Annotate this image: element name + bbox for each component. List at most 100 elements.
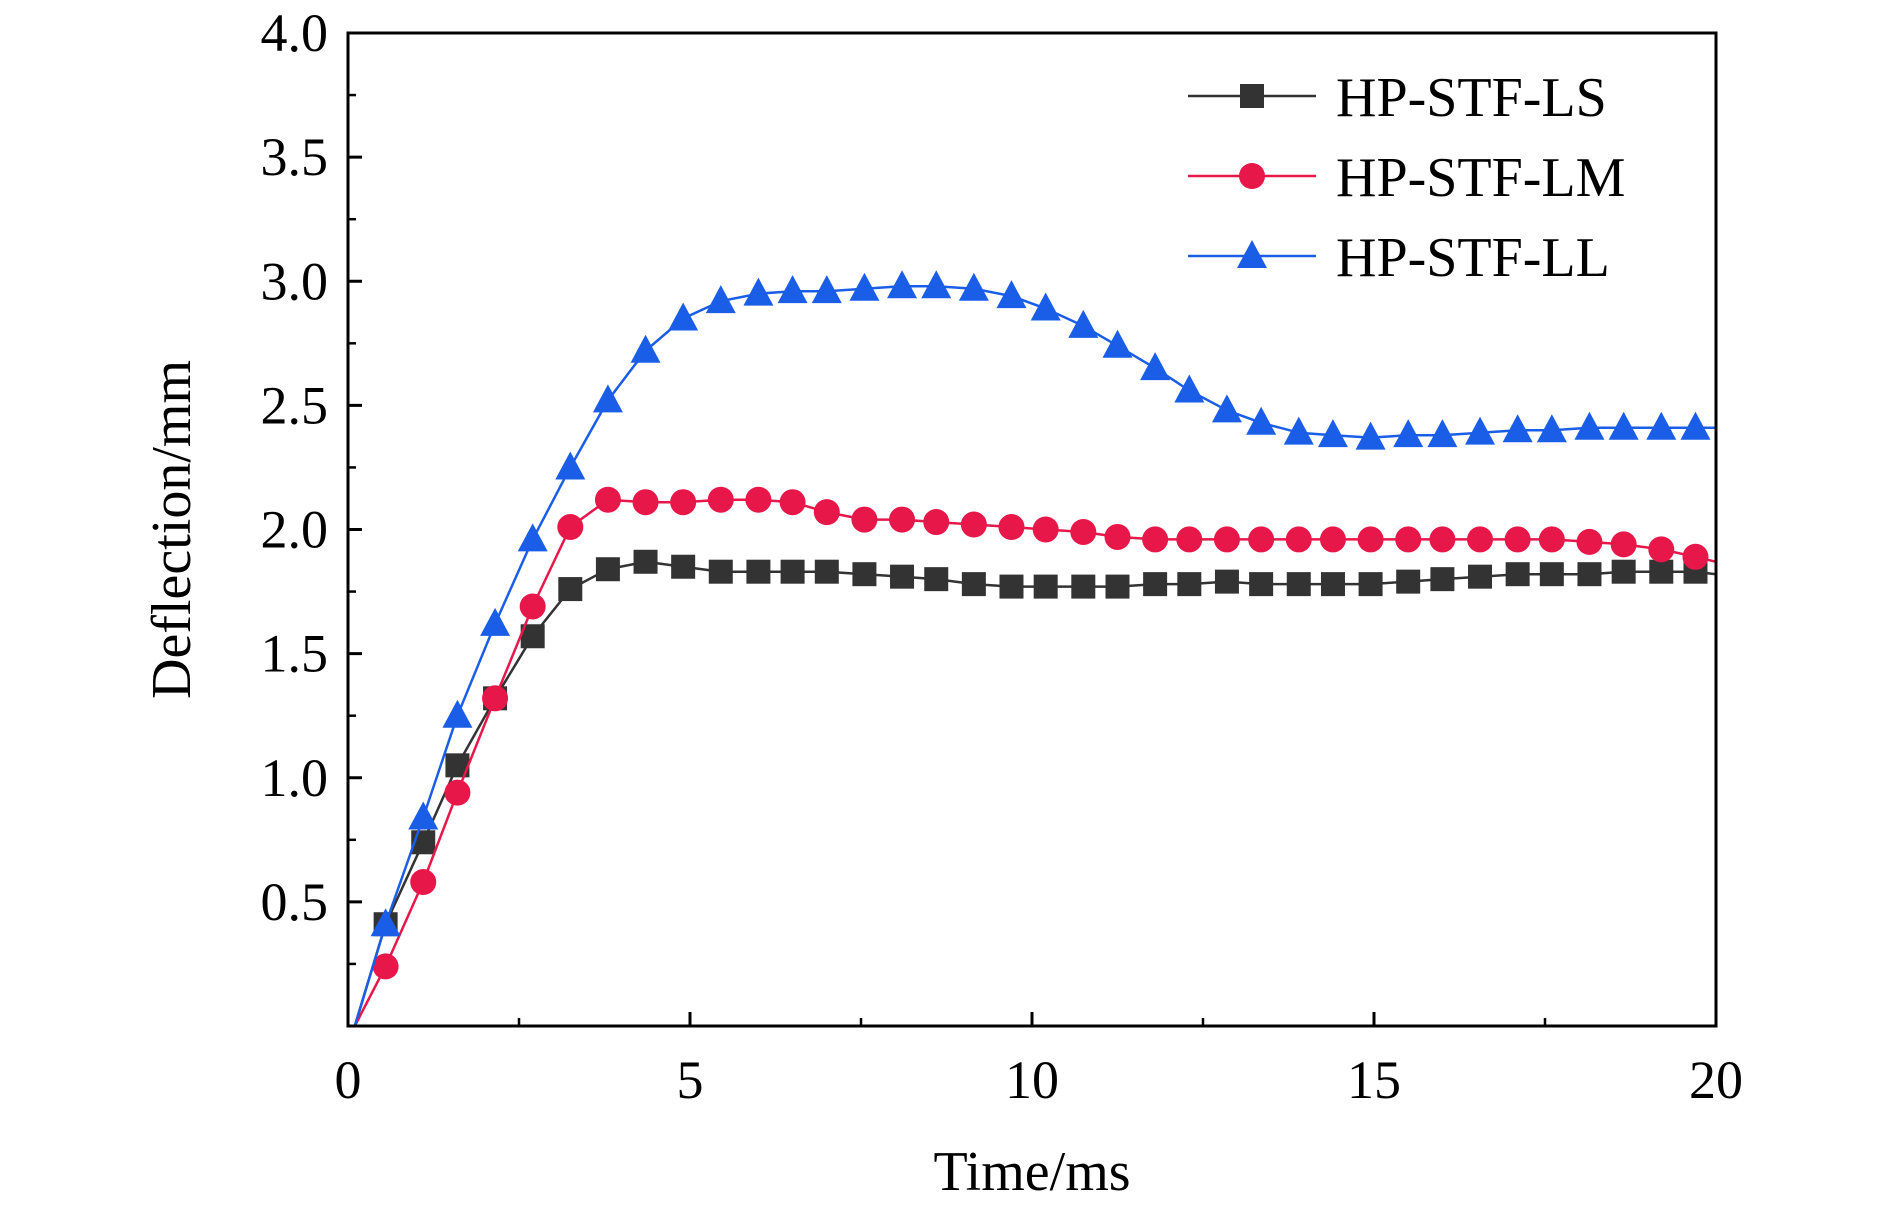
data-point (1211, 394, 1242, 423)
data-point (1429, 526, 1456, 553)
data-point (594, 486, 621, 513)
x-tick-label: 5 (677, 1050, 704, 1110)
series-circle (353, 486, 1717, 1027)
data-point (1504, 526, 1531, 553)
data-point (1249, 572, 1274, 597)
data-point (1358, 572, 1383, 597)
data-point (557, 514, 584, 541)
data-point (1395, 526, 1422, 553)
y-tick-label: 1.5 (261, 624, 329, 684)
legend-marker (1240, 84, 1264, 108)
y-tick-label: 2.0 (261, 500, 329, 560)
data-point (1505, 562, 1530, 587)
data-point (1574, 411, 1605, 440)
data-point (632, 489, 659, 516)
legend-label: HP-STF-LL (1336, 227, 1610, 289)
data-point (372, 953, 399, 980)
series-line (353, 284, 1716, 1027)
data-point (780, 559, 805, 584)
data-point (1283, 416, 1314, 445)
data-point (1608, 411, 1639, 440)
data-point (1320, 572, 1345, 597)
data-point (1576, 528, 1603, 555)
data-point (408, 801, 439, 830)
data-point (410, 869, 437, 896)
legend-marker (1239, 163, 1265, 189)
data-point (923, 509, 950, 536)
data-point (996, 280, 1027, 309)
y-tick-label: 3.0 (261, 251, 329, 311)
data-point (630, 334, 661, 363)
data-point (1539, 562, 1564, 587)
x-tick-label: 10 (1005, 1050, 1059, 1110)
data-point (961, 572, 986, 597)
x-tick-label: 15 (1347, 1050, 1401, 1110)
series-line (353, 560, 1717, 1027)
series-triangle (353, 270, 1716, 1027)
data-point (1396, 569, 1421, 594)
data-point (852, 562, 877, 587)
data-point (1319, 526, 1346, 553)
data-point (1071, 574, 1096, 599)
data-point (1465, 416, 1496, 445)
y-tick-label: 4.0 (261, 3, 329, 63)
data-point (670, 489, 697, 516)
x-tick-label: 20 (1689, 1050, 1743, 1110)
data-point (745, 486, 772, 513)
x-tick-label: 0 (335, 1050, 362, 1110)
data-point (1317, 419, 1348, 448)
data-point (1142, 526, 1169, 553)
data-point (1649, 559, 1674, 584)
legend: HP-STF-LS HP-STF-LM HP-STF-LL (1188, 67, 1625, 289)
data-point (1286, 572, 1311, 597)
data-point (849, 272, 880, 301)
data-point (1646, 411, 1677, 440)
data-point (960, 511, 987, 538)
data-point (1648, 536, 1675, 563)
series-group (353, 270, 1717, 1027)
data-point (999, 574, 1024, 599)
data-point (1682, 543, 1709, 570)
data-point (555, 451, 586, 480)
data-point (1536, 414, 1567, 443)
data-point (1214, 569, 1239, 594)
data-point (1285, 526, 1312, 553)
data-point (998, 514, 1025, 541)
data-point (519, 593, 546, 620)
data-point (708, 559, 733, 584)
data-point (1033, 574, 1058, 599)
data-point (1467, 526, 1494, 553)
data-point (1680, 411, 1711, 440)
data-point (889, 506, 916, 533)
data-point (1068, 309, 1099, 338)
data-point (777, 275, 808, 304)
data-point (480, 607, 511, 636)
data-point (1032, 516, 1059, 543)
data-point (1070, 518, 1097, 545)
data-point (1538, 526, 1565, 553)
data-point (814, 559, 839, 584)
data-point (444, 779, 471, 806)
data-point (1140, 352, 1171, 381)
data-point (1577, 562, 1602, 587)
data-point (1176, 526, 1203, 553)
y-tick-label: 0.5 (261, 872, 329, 932)
data-point (851, 506, 878, 533)
data-point (1143, 572, 1168, 597)
data-point (1393, 419, 1424, 448)
data-point (1030, 292, 1061, 321)
data-point (1104, 523, 1131, 550)
data-point (707, 486, 734, 513)
data-point (482, 685, 509, 712)
data-point (595, 557, 620, 582)
data-point (633, 549, 658, 574)
data-point (1174, 374, 1205, 403)
data-point (1213, 526, 1240, 553)
data-point (779, 489, 806, 516)
series-square (353, 549, 1717, 1027)
data-point (811, 275, 842, 304)
y-axis-title: Deflection/mm (141, 360, 203, 699)
data-point (1610, 531, 1637, 558)
